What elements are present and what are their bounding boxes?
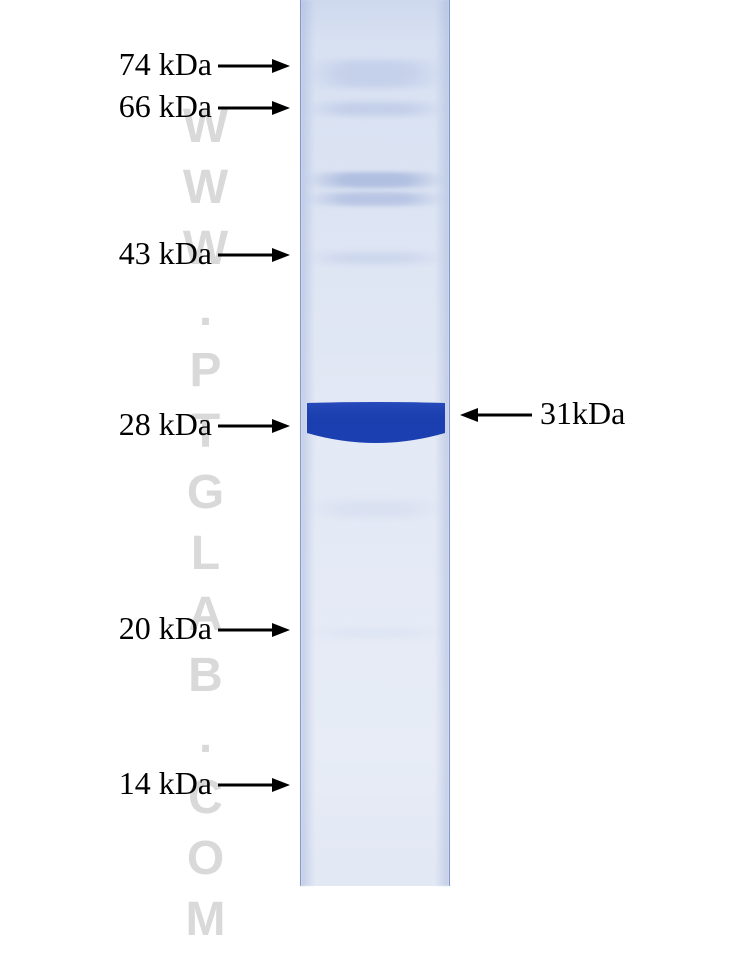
gel-figure: WWW.PTGLAB.COM 74 kDa66 kDa43 kDa28 kDa2… (0, 0, 744, 886)
ladder-marker: 20 kDa (119, 610, 290, 647)
ladder-marker: 74 kDa (119, 46, 290, 83)
arrow-left-icon (460, 395, 532, 432)
faint-band (305, 252, 445, 264)
ladder-marker: 43 kDa (119, 235, 290, 272)
gel-lane (300, 0, 450, 886)
arrow-right-icon (218, 610, 290, 647)
ladder-marker: 14 kDa (119, 765, 290, 802)
target-band-label-group: 31kDa (460, 395, 625, 432)
arrow-right-icon (218, 88, 290, 125)
arrow-right-icon (218, 765, 290, 802)
ladder-marker-label: 14 kDa (119, 765, 212, 802)
faint-band (305, 500, 445, 518)
ladder-marker-label: 74 kDa (119, 46, 212, 83)
faint-band (305, 102, 445, 116)
main-band (301, 399, 451, 467)
watermark-text: WWW.PTGLAB.COM (178, 100, 233, 954)
faint-band (305, 192, 445, 206)
arrow-right-icon (218, 406, 290, 443)
faint-band (305, 172, 445, 188)
target-band-label: 31kDa (540, 395, 625, 432)
faint-band (305, 628, 445, 638)
arrow-right-icon (218, 46, 290, 83)
ladder-marker: 28 kDa (119, 406, 290, 443)
ladder-marker-label: 20 kDa (119, 610, 212, 647)
ladder-marker-label: 43 kDa (119, 235, 212, 272)
ladder-marker: 66 kDa (119, 88, 290, 125)
faint-band (305, 60, 445, 88)
arrow-right-icon (218, 235, 290, 272)
ladder-marker-label: 28 kDa (119, 406, 212, 443)
ladder-marker-label: 66 kDa (119, 88, 212, 125)
